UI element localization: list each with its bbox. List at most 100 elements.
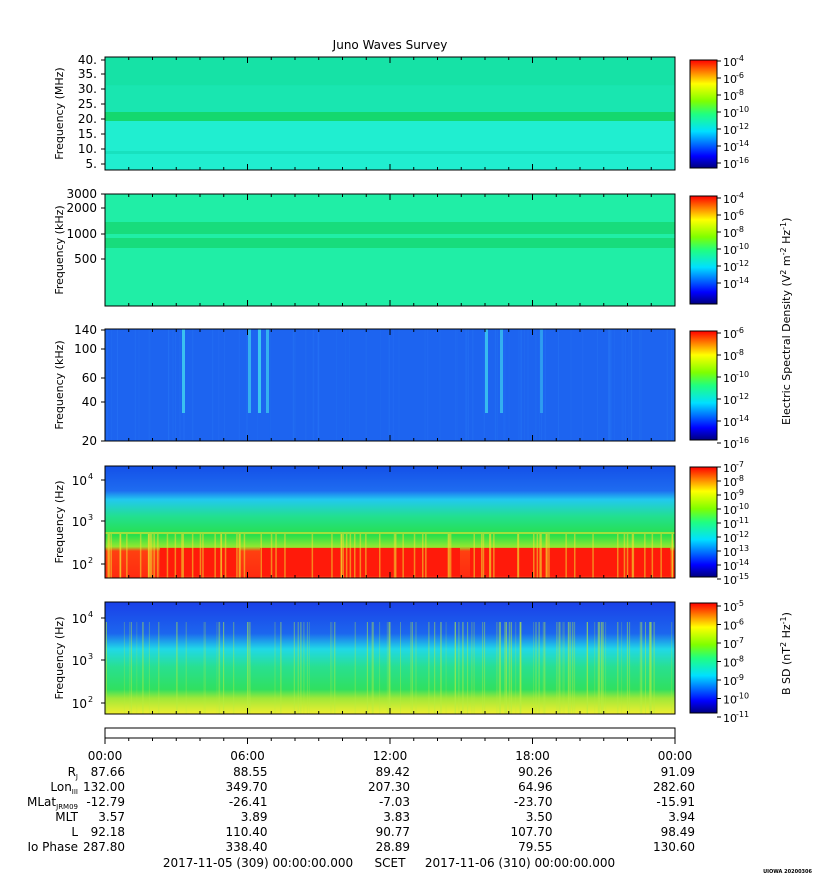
spectrogram-streak: [644, 534, 646, 578]
footer-start-time: 2017-11-05 (309) 00:00:00.000: [163, 856, 353, 870]
ephemeris-value: 90.26: [518, 765, 552, 779]
y-tick-label: 10: [72, 654, 87, 668]
spectrogram-streak: [505, 622, 507, 714]
spectrogram-streak: [496, 329, 498, 441]
spectrogram-streak: [600, 622, 602, 714]
spectrogram-streak: [471, 329, 473, 441]
ephemeris-row-subscript: III: [72, 788, 78, 796]
spectrogram-streak: [336, 329, 338, 441]
emission-streak: [500, 329, 503, 413]
spectrogram-streak: [600, 622, 602, 714]
spectrogram-streak: [649, 622, 651, 714]
spectrogram-streak: [520, 329, 522, 441]
spectrogram-streak: [424, 329, 426, 441]
colorbar-tick-exponent: -9: [736, 488, 744, 497]
colorbar-tick-exponent: -7: [736, 460, 744, 469]
spectrogram-streak: [219, 622, 221, 714]
spectrogram-streak: [305, 329, 307, 441]
colorbar-tick-label: 10: [723, 438, 737, 451]
footer-scet-label: SCET: [375, 856, 407, 870]
spectrogram-streak: [510, 622, 512, 714]
spectrogram-streak: [465, 329, 467, 441]
spectrogram-streak: [462, 622, 464, 714]
spectrogram-streak: [482, 534, 485, 578]
spectrogram-streak: [629, 622, 631, 714]
spectrogram-band: [105, 532, 675, 534]
spectrogram-streak: [533, 534, 535, 578]
spectrogram-streak: [297, 622, 299, 714]
spectrogram-streak: [472, 329, 474, 441]
spectrogram-streak: [456, 329, 458, 441]
spectrogram-streak: [570, 622, 572, 714]
spectrogram-streak: [586, 622, 588, 714]
colorbar-tick-label: 10: [723, 350, 737, 363]
y-tick-label: 100: [74, 342, 97, 356]
spectrogram-streak: [533, 622, 535, 714]
spectrogram-streak: [482, 622, 484, 714]
spectrogram-streak: [454, 622, 456, 714]
spectrogram-streak: [166, 534, 169, 578]
spectrogram-streak: [158, 622, 160, 714]
spectrogram-streak: [548, 534, 550, 578]
spectrogram-background: [105, 194, 675, 306]
intense-patch: [260, 548, 370, 576]
ephemeris-value: 89.42: [376, 765, 410, 779]
ephemeris-value: 3.83: [383, 810, 410, 824]
emission-streak: [248, 329, 251, 413]
spectrogram-streak: [185, 622, 187, 714]
spectrogram-streak: [586, 622, 588, 714]
colorbar-tick-exponent: -5: [736, 599, 744, 608]
y-tick-label: 10: [72, 697, 87, 711]
colorbar-tick-label: 10: [723, 278, 737, 291]
colorbar-tick-label: 10: [723, 657, 737, 670]
ephemeris-value: 28.89: [376, 840, 410, 854]
spectrogram-streak: [247, 622, 248, 714]
e-label-sup3: -1: [779, 222, 788, 230]
spectrogram-streak: [110, 534, 112, 578]
spectrogram-band: [105, 113, 675, 170]
colorbar-tick-label: 10: [723, 675, 737, 688]
ephemeris-value: 3.94: [668, 810, 695, 824]
spectrogram-streak: [303, 622, 305, 714]
spectrogram-streak: [246, 329, 248, 441]
spectrogram-streak: [238, 534, 240, 578]
spectrogram-streak: [179, 329, 181, 441]
colorbar-tick-label: 10: [723, 328, 737, 341]
spectrogram-streak: [212, 329, 214, 441]
spectrogram-streak: [499, 622, 501, 714]
spectrogram-streak: [129, 622, 131, 714]
colorbar-tick-label: 10: [723, 227, 737, 240]
spectrogram-streak: [345, 329, 347, 441]
spectrogram-streak: [568, 622, 570, 714]
b-label-sup2: -1: [779, 616, 788, 624]
spectrogram-streak: [649, 622, 651, 714]
colorbar-tick-label: 10: [723, 694, 737, 707]
spectrogram-streak: [139, 534, 142, 578]
spectrogram-streak: [371, 622, 373, 714]
spectrogram-streak: [473, 534, 475, 578]
spectrogram-streak: [653, 622, 655, 714]
spectrogram-streak: [546, 534, 548, 578]
ephemeris-value: 349.70: [226, 780, 268, 794]
colorbar-tick-exponent: -12: [736, 530, 749, 539]
intense-patch: [360, 548, 460, 576]
y-tick-label: 15.: [78, 127, 97, 141]
spectrogram-streak: [415, 622, 417, 714]
colorbar-tick-exponent: -8: [736, 88, 744, 97]
spectrogram-streak: [236, 534, 238, 578]
colorbar-tick-label: 10: [723, 518, 737, 531]
colorbar-tick-exponent: -4: [736, 191, 744, 200]
spectrogram-streak: [558, 329, 559, 441]
spectrogram-streak: [517, 534, 520, 578]
time-axis-box: [104, 727, 676, 739]
spectrogram-streak: [379, 329, 381, 441]
spectrogram-streak: [172, 329, 174, 441]
spectrogram-streak: [493, 534, 495, 578]
spectrogram-streak: [105, 622, 107, 714]
y-tick-label: 10: [72, 515, 87, 529]
spectrogram-streak: [199, 534, 202, 578]
spectrogram-streak: [293, 329, 295, 441]
magnetic-psd-colorbar-label: B SD (nT2 Hz-1): [779, 612, 794, 695]
spectrogram-streak: [455, 329, 456, 441]
